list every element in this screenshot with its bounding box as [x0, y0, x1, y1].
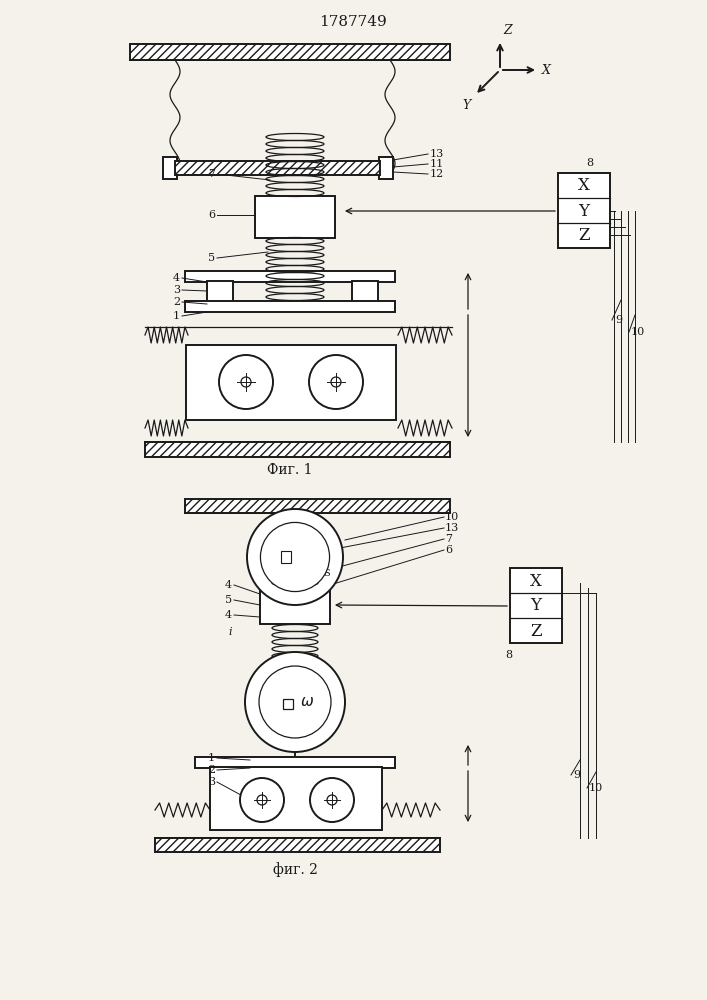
Bar: [379, 157, 393, 179]
Bar: [210, 767, 382, 830]
Bar: [283, 699, 293, 709]
Text: Фиг. 1: Фиг. 1: [267, 463, 312, 477]
Bar: [163, 157, 177, 179]
Text: 4: 4: [173, 273, 180, 283]
Text: фиг. 2: фиг. 2: [273, 863, 317, 877]
Text: X: X: [542, 64, 551, 77]
Circle shape: [259, 666, 331, 738]
Bar: [207, 281, 233, 305]
Text: 4: 4: [225, 610, 232, 620]
Text: i: i: [228, 627, 232, 637]
Text: 9: 9: [573, 770, 580, 780]
Circle shape: [257, 795, 267, 805]
Circle shape: [310, 778, 354, 822]
Circle shape: [260, 522, 329, 592]
Bar: [185, 301, 395, 312]
Text: 11: 11: [430, 159, 444, 169]
Text: 6: 6: [208, 210, 215, 220]
Text: Z: Z: [578, 228, 590, 244]
Circle shape: [245, 652, 345, 752]
Bar: [558, 173, 610, 248]
Text: 2: 2: [173, 297, 180, 307]
Text: 1: 1: [173, 311, 180, 321]
Text: 10: 10: [589, 783, 603, 793]
Text: $\omega$: $\omega$: [300, 694, 314, 710]
Text: 8: 8: [586, 158, 593, 168]
Bar: [255, 196, 335, 238]
Text: X: X: [578, 178, 590, 194]
Text: 8: 8: [505, 650, 512, 660]
Text: 1787749: 1787749: [319, 15, 387, 29]
Bar: [510, 568, 562, 643]
Text: 5: 5: [225, 595, 232, 605]
Text: 12: 12: [430, 169, 444, 179]
Circle shape: [331, 377, 341, 387]
Text: 3: 3: [173, 285, 180, 295]
Text: Y: Y: [530, 597, 542, 614]
Text: 10: 10: [445, 512, 460, 522]
Text: Z: Z: [530, 622, 542, 640]
Text: X: X: [530, 572, 542, 589]
Text: 7: 7: [208, 169, 215, 179]
Circle shape: [240, 778, 284, 822]
Circle shape: [241, 377, 251, 387]
Circle shape: [247, 509, 343, 605]
Bar: [185, 271, 395, 282]
Text: 13: 13: [430, 149, 444, 159]
Bar: [195, 757, 395, 768]
Bar: [145, 442, 450, 457]
Text: 6: 6: [445, 545, 452, 555]
Text: 2: 2: [208, 765, 215, 775]
Text: Y: Y: [463, 99, 471, 112]
Bar: [155, 838, 440, 852]
Text: 7: 7: [445, 534, 452, 544]
Text: S: S: [323, 570, 329, 578]
Text: 10: 10: [631, 327, 645, 337]
Text: Y: Y: [578, 202, 590, 220]
Text: 5: 5: [208, 253, 215, 263]
Bar: [175, 161, 380, 175]
Text: Z: Z: [503, 24, 512, 37]
Text: 13: 13: [445, 523, 460, 533]
Circle shape: [309, 355, 363, 409]
Bar: [352, 281, 378, 305]
Text: 3: 3: [208, 777, 215, 787]
Text: 9: 9: [615, 315, 622, 325]
Circle shape: [327, 795, 337, 805]
Bar: [260, 586, 330, 624]
Text: 1: 1: [208, 753, 215, 763]
Bar: [186, 345, 396, 420]
Text: 4: 4: [225, 580, 232, 590]
Circle shape: [219, 355, 273, 409]
Bar: [130, 44, 450, 60]
Bar: [185, 499, 450, 513]
Bar: [281, 551, 291, 563]
